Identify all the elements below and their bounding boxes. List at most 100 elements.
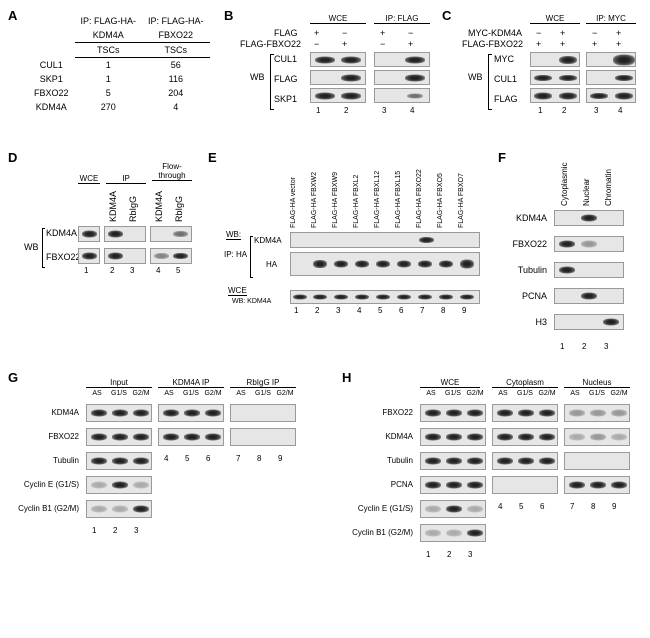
h-lnR2: 6 — [540, 502, 544, 511]
panel-a-table: IP: FLAG-HA- IP: FLAG-HA- KDM4A FBXO22 T… — [28, 14, 210, 114]
h-ph10: AS — [492, 390, 514, 397]
g-ln6: 7 — [236, 454, 240, 463]
f-t4: H3 — [510, 317, 550, 327]
d-b-ip-0 — [104, 226, 146, 242]
a-v21: 204 — [142, 86, 210, 100]
e-ln0: 1 — [294, 306, 298, 315]
b-l2: 2 — [344, 106, 348, 115]
c-wb: WB — [468, 72, 483, 82]
h-b01 — [492, 404, 558, 422]
d-l4: 4 — [156, 266, 160, 275]
panel-c-label: C — [442, 8, 451, 23]
h-ph02: G2/M — [464, 390, 486, 397]
panel-h-label: H — [342, 370, 351, 385]
c-bracket — [488, 54, 492, 110]
f-b1 — [554, 236, 624, 252]
d-c1: KDM4A — [108, 186, 118, 222]
g-b02 — [230, 404, 296, 422]
e-b0 — [290, 232, 480, 248]
a-col1-top: IP: FLAG-HA- — [75, 14, 143, 28]
g-ln8: 9 — [278, 454, 282, 463]
h-g2: Nucleus — [564, 378, 630, 388]
a-r2: FBXO22 — [28, 86, 75, 100]
e-wb: WB: — [226, 230, 241, 240]
b-blot-wce-0 — [310, 52, 366, 67]
a-r3: KDM4A — [28, 100, 75, 114]
g-b01 — [158, 404, 224, 422]
f-c0: Cytoplasmic — [560, 150, 569, 206]
g-ph22: G2/M — [274, 390, 296, 397]
a-r0: CUL1 — [28, 58, 75, 73]
e-col7: FLAG-HA FBXO5 — [437, 152, 444, 228]
a-v31: 4 — [142, 100, 210, 114]
g-ph01: G1/S — [108, 390, 130, 397]
b-ff: FLAG-FBXO22 — [240, 39, 304, 49]
a-v10: 1 — [75, 72, 143, 86]
h-b10 — [420, 428, 486, 446]
g-ln7: 8 — [257, 454, 261, 463]
h-ph20: AS — [564, 390, 586, 397]
g-ph10: AS — [158, 390, 180, 397]
f-b2 — [554, 262, 624, 278]
g-ph21: G1/S — [252, 390, 274, 397]
h-b02 — [564, 404, 630, 422]
c-ipmyc: IP: MYC — [586, 14, 636, 24]
c-l1: 1 — [538, 106, 542, 115]
a-sub2: TSCs — [142, 43, 210, 58]
e-ln2: 3 — [336, 306, 340, 315]
a-v00: 1 — [75, 58, 143, 73]
h-b30 — [420, 476, 486, 494]
d-bracket — [42, 228, 45, 268]
g-g0: Input — [86, 378, 152, 388]
d-b-ft-0 — [150, 226, 192, 242]
h-b50 — [420, 524, 486, 542]
h-ph11: G1/S — [514, 390, 536, 397]
e-col6: FLAG-HA FBXO22 — [416, 152, 423, 228]
f-t1: FBXO22 — [510, 239, 550, 249]
d-b-wce-0 — [78, 226, 100, 242]
g-ln0: 1 — [92, 526, 96, 535]
f-b4 — [554, 314, 624, 330]
e-ipha: IP: HA — [224, 250, 247, 259]
c-l4: 4 — [618, 106, 622, 115]
a-v01: 56 — [142, 58, 210, 73]
g-t0: KDM4A — [16, 408, 82, 417]
e-ln3: 4 — [357, 306, 361, 315]
h-b40 — [420, 500, 486, 518]
c-b-wce-2 — [530, 88, 580, 103]
h-lnR1: 5 — [519, 502, 523, 511]
c-l3: 3 — [594, 106, 598, 115]
f-ln1: 2 — [582, 342, 586, 351]
e-wcek: WCE — [228, 286, 247, 296]
h-t1: KDM4A — [350, 432, 416, 441]
b-l4: 4 — [410, 106, 414, 115]
h-t3: PCNA — [350, 480, 416, 489]
g-ph12: G2/M — [202, 390, 224, 397]
e-col2: FLAG-HA FBXW9 — [332, 152, 339, 228]
g-g2: RbIgG IP — [230, 378, 296, 388]
h-b00 — [420, 404, 486, 422]
g-ph11: G1/S — [180, 390, 202, 397]
g-ln2: 3 — [134, 526, 138, 535]
e-col8: FLAG-HA FBXO7 — [458, 152, 465, 228]
d-l2: 2 — [110, 266, 114, 275]
b-blot-ip-2 — [374, 88, 430, 103]
g-b12 — [230, 428, 296, 446]
e-wbk: WB: KDM4A — [232, 298, 271, 305]
e-col3: FLAG-HA FBXL2 — [353, 152, 360, 228]
b-l3: 3 — [382, 106, 386, 115]
d-b-ip-1 — [104, 248, 146, 264]
h-lnR5: 9 — [612, 502, 616, 511]
b-blot-wce-2 — [310, 88, 366, 103]
d-c3: KDM4A — [154, 186, 164, 222]
h-lnL2: 3 — [468, 550, 472, 559]
e-ln1: 2 — [315, 306, 319, 315]
d-flow: Flow- through — [152, 162, 192, 181]
h-t2: Tubulin — [350, 456, 416, 465]
e-b1 — [290, 252, 480, 276]
g-b40 — [86, 500, 152, 518]
a-sub1: TSCs — [75, 43, 143, 58]
h-b12 — [564, 428, 630, 446]
d-ip: IP — [106, 174, 146, 184]
panel-d-label: D — [8, 150, 17, 165]
